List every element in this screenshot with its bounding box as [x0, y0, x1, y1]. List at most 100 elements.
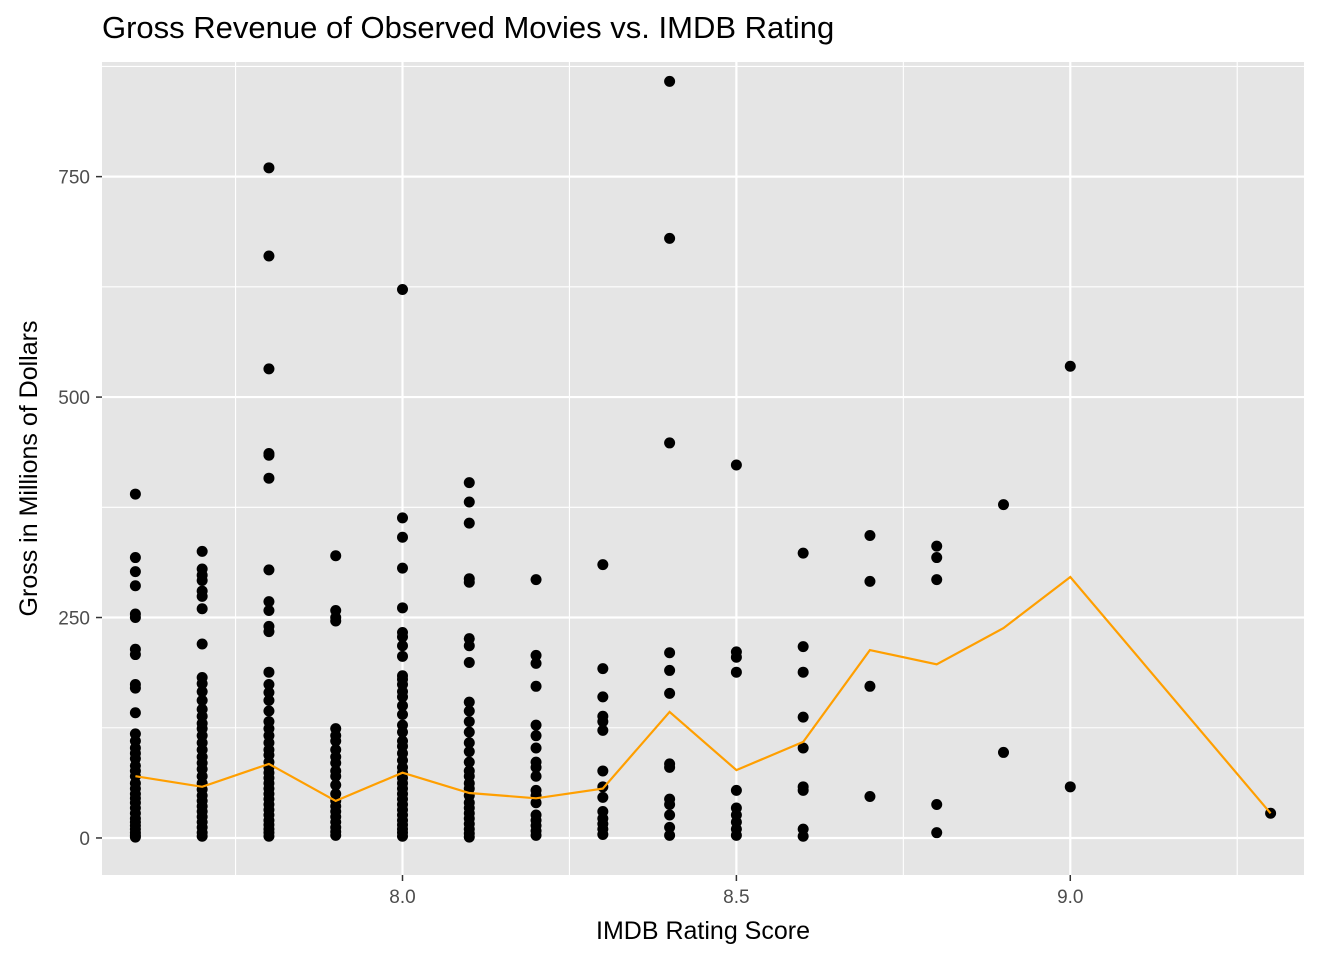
data-point — [397, 650, 408, 662]
data-point — [397, 691, 408, 703]
data-point — [730, 784, 742, 796]
data-point — [597, 691, 609, 703]
data-point — [397, 700, 408, 712]
data-point — [129, 580, 141, 592]
data-point — [931, 827, 943, 839]
data-point — [664, 75, 676, 87]
data-point — [597, 791, 609, 803]
data-point — [664, 232, 676, 244]
data-point — [664, 809, 676, 821]
data-point — [797, 784, 809, 796]
data-point — [864, 791, 876, 803]
data-point — [998, 499, 1009, 511]
plot-panel — [102, 62, 1304, 875]
data-point — [263, 705, 275, 717]
data-point — [463, 737, 475, 749]
data-point — [196, 694, 208, 706]
x-tick-label: 9.0 — [1057, 887, 1083, 908]
data-point — [397, 631, 408, 643]
data-point — [129, 831, 141, 843]
y-tick-label: 0 — [79, 829, 90, 850]
data-point — [931, 540, 943, 552]
x-axis-title: IMDB Rating Score — [596, 917, 810, 945]
data-points — [129, 75, 1277, 843]
data-point — [530, 770, 542, 782]
data-point — [931, 574, 943, 586]
data-point — [129, 552, 141, 564]
data-point — [931, 552, 943, 564]
data-point — [797, 641, 809, 653]
data-point — [129, 612, 141, 624]
data-point — [397, 531, 408, 543]
data-point — [330, 757, 342, 769]
data-point — [263, 604, 275, 616]
y-tick-label: 250 — [58, 609, 90, 630]
data-point — [263, 162, 275, 174]
x-tick-label: 8.0 — [389, 887, 415, 908]
data-point — [597, 724, 609, 736]
data-point — [397, 640, 408, 652]
data-point — [263, 250, 275, 262]
data-point — [730, 829, 742, 841]
data-point — [797, 830, 809, 842]
x-axis-ticks: 8.0 8.5 9.0 — [389, 875, 1083, 908]
data-point — [597, 828, 609, 840]
data-point — [530, 829, 542, 841]
data-point — [263, 666, 275, 678]
data-point — [263, 472, 275, 484]
data-point — [864, 680, 876, 692]
data-point — [196, 830, 208, 842]
data-point — [397, 512, 408, 524]
data-point — [463, 756, 475, 768]
data-point — [263, 830, 275, 842]
y-axis-ticks: 0 250 500 750 — [58, 168, 102, 850]
y-tick-label: 500 — [58, 388, 90, 409]
data-point — [664, 437, 676, 449]
data-point — [530, 649, 542, 661]
data-point — [330, 770, 342, 782]
data-point — [263, 596, 275, 608]
x-tick-label: 8.5 — [723, 887, 749, 908]
data-point — [530, 730, 542, 742]
data-point — [730, 666, 742, 678]
data-point — [397, 726, 408, 738]
data-point — [263, 564, 275, 576]
data-point — [397, 709, 408, 721]
data-point — [664, 687, 676, 699]
data-point — [129, 682, 141, 694]
data-point — [397, 283, 408, 295]
data-point — [597, 663, 609, 675]
data-point — [463, 496, 475, 508]
chart-title: Gross Revenue of Observed Movies vs. IMD… — [102, 10, 835, 45]
data-point — [463, 716, 475, 728]
data-point — [196, 638, 208, 650]
data-point — [463, 696, 475, 708]
data-point — [530, 680, 542, 692]
data-point — [730, 459, 742, 471]
mean-line-layer — [135, 575, 1272, 815]
data-point — [530, 657, 542, 669]
data-point — [196, 678, 208, 690]
data-point — [463, 726, 475, 738]
data-point — [129, 707, 141, 719]
data-point — [129, 649, 141, 661]
data-point — [797, 711, 809, 723]
data-point — [463, 831, 475, 843]
data-point — [263, 694, 275, 706]
minor-gridlines — [102, 62, 1304, 875]
data-point — [263, 626, 275, 638]
data-point — [664, 798, 676, 810]
data-point — [664, 664, 676, 676]
data-point — [797, 547, 809, 559]
y-tick-label: 750 — [58, 168, 90, 189]
data-point — [196, 686, 208, 698]
data-point — [530, 797, 542, 809]
data-point — [397, 830, 408, 842]
data-point — [730, 651, 742, 663]
data-point — [797, 666, 809, 678]
data-point — [530, 761, 542, 773]
data-point — [998, 746, 1009, 758]
data-point — [463, 640, 475, 652]
data-point — [664, 821, 676, 833]
